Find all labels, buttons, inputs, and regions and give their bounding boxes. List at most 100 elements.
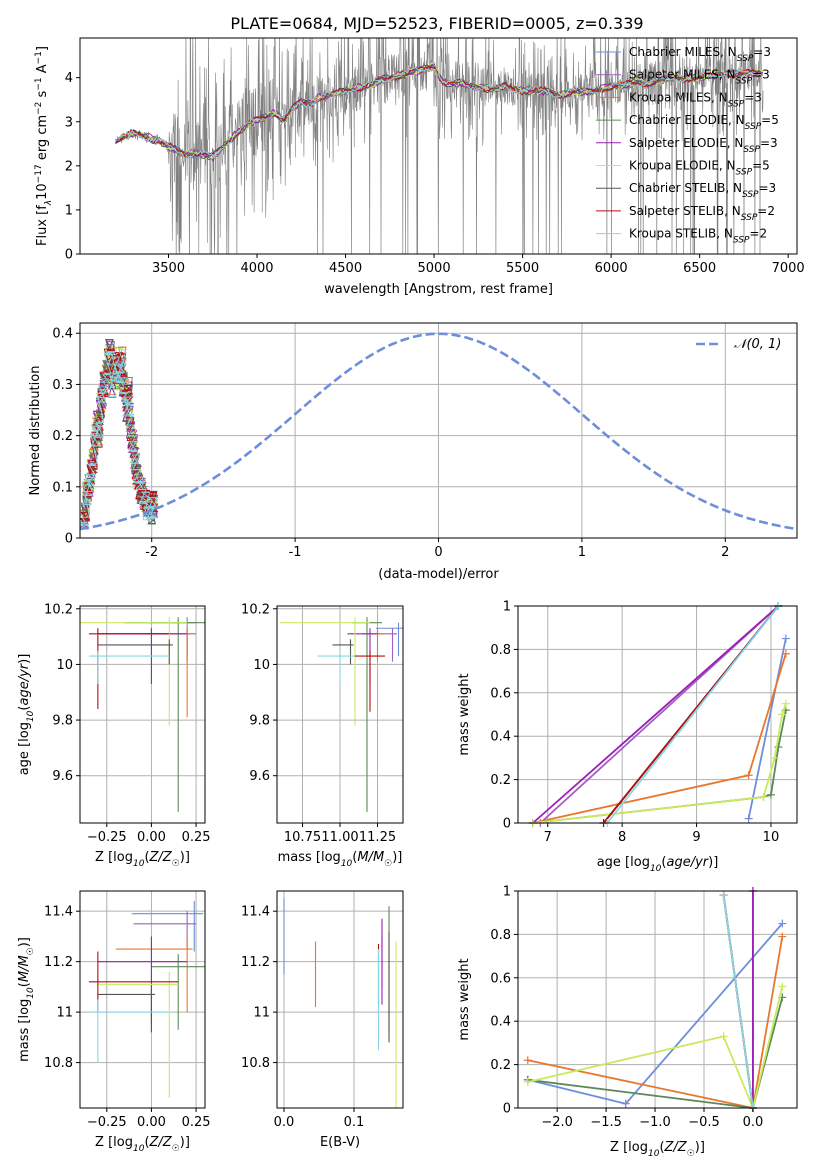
weight-vs-age-ytick-label: 0.8 <box>490 643 511 658</box>
weight-vs-z-xtick-label: 0.0 <box>743 1115 764 1130</box>
weight-vs-z-xtick-label: −0.5 <box>688 1115 720 1130</box>
residuals-xlabel: (data-model)/error <box>378 567 499 582</box>
weight-vs-age-ytick-label: 0.6 <box>490 686 511 701</box>
legend-label-5: Kroupa ELODIE, NSSP=5 <box>629 159 770 178</box>
mass-vs-ebv-xtick-label: 0.1 <box>344 1115 365 1130</box>
residuals-xtick-label: 1 <box>578 545 586 560</box>
weight-vs-age-xlabel: age [log10(age/yr)] <box>597 855 719 874</box>
weight-vs-z-marker <box>523 1077 532 1086</box>
legend-label-7: Salpeter STELIB, NSSP=2 <box>629 204 775 223</box>
text-layer: 3500 4000 4500 5000 5500 6000 6500 700001234wav… <box>17 45 805 1159</box>
frame-layer <box>76 37 798 1112</box>
age-vs-z-ytick-label: 9.6 <box>52 769 73 784</box>
residuals-xtick-label: -1 <box>289 545 302 560</box>
weight-vs-z-ytick-label: 0.4 <box>490 1015 511 1030</box>
mass-vs-z-ytick-label: 11.4 <box>44 905 73 920</box>
data-layer <box>80 38 797 1112</box>
age-vs-mass-xtick-label: 10.75 <box>284 830 321 845</box>
weight-vs-age-series-8 <box>606 605 780 824</box>
weight-vs-age-xtick-label: 8 <box>618 830 626 845</box>
mass-vs-ebv-xtick-label: 0.0 <box>274 1115 295 1130</box>
weight-vs-z-marker <box>719 891 728 900</box>
weight-vs-age-marker <box>781 699 790 708</box>
age-vs-z-xtick-label: 0.00 <box>137 830 166 845</box>
weight-vs-age-marker <box>759 792 768 801</box>
weight-vs-z-ytick-label: 0.2 <box>490 1058 511 1073</box>
weight-vs-z-ytick-label: 0.6 <box>490 971 511 986</box>
figure-title: PLATE=0684, MJD=52523, FIBERID=0005, z=0… <box>230 14 643 33</box>
residuals-ytick-label: 0.3 <box>52 378 73 393</box>
mass-vs-z-ytick-label: 11.2 <box>44 955 73 970</box>
mass-vs-z-ylabel: mass [log10(M/M☉)] <box>17 937 36 1062</box>
spectrum-ylabel: Flux [fλ10−17 erg cm−2 s−1 A−1] <box>34 46 54 246</box>
age-vs-mass-ytick-label: 10.2 <box>241 602 270 617</box>
mass-vs-ebv-ytick-label: 11 <box>253 1006 270 1021</box>
spectrum-ytick-label: 3 <box>65 115 73 130</box>
age-vs-z-ytick-label: 9.8 <box>52 714 73 729</box>
age-vs-z-xlabel: Z [log10(Z/Z☉)] <box>95 850 190 869</box>
spectrum-xtick-label: 7000 <box>772 261 805 276</box>
spectrum-xtick-label: 5000 <box>418 261 451 276</box>
legend-label-3: Chabrier ELODIE, NSSP=5 <box>629 113 779 132</box>
weight-vs-z-xtick-label: −1.5 <box>590 1115 622 1130</box>
mass-vs-z-xlabel: Z [log10(Z/Z☉)] <box>95 1135 190 1154</box>
weight-vs-age-marker <box>778 710 787 719</box>
spectrum-data-line <box>115 38 764 254</box>
residuals-frame <box>79 322 798 539</box>
age-vs-mass-xtick-label: 11.25 <box>359 830 396 845</box>
mass-vs-ebv-ytick-label: 11.2 <box>241 955 270 970</box>
legend-label-4: Salpeter ELODIE, NSSP=3 <box>629 136 778 155</box>
legend-label-0: Chabrier MILES, NSSP=3 <box>629 45 771 64</box>
weight-vs-z-ytick-label: 0.8 <box>490 928 511 943</box>
weight-vs-z-frame <box>517 890 798 1109</box>
weight-vs-age-ytick-label: 0.2 <box>490 773 511 788</box>
age-vs-z-xtick-label: 0.25 <box>182 830 211 845</box>
spectrum-ytick-label: 4 <box>65 71 73 86</box>
weight-vs-z-xtick-label: −2.0 <box>541 1115 573 1130</box>
weight-vs-z-marker <box>778 919 787 928</box>
spectrum-ytick-label: 2 <box>65 159 73 174</box>
weight-vs-z-ytick-label: 0 <box>503 1102 511 1117</box>
spectrum-xtick-label: 6500 <box>683 261 716 276</box>
age-vs-mass-xlabel: mass [log10(M/M☉)] <box>278 850 403 869</box>
weight-vs-age-ylabel: mass weight <box>457 673 472 755</box>
weight-vs-age-frame <box>517 605 798 824</box>
mass-vs-z-ytick-label: 10.8 <box>44 1056 73 1071</box>
spectrum-frame <box>79 37 798 255</box>
weight-vs-age-marker <box>744 771 753 780</box>
age-vs-mass-frame <box>276 605 404 824</box>
age-vs-mass-points <box>280 617 403 812</box>
residuals-ytick-label: 0.1 <box>52 480 73 495</box>
spectrum-ytick-label: 1 <box>65 203 73 218</box>
weight-vs-age-series-0 <box>747 638 787 819</box>
weight-vs-age-ytick-label: 0.4 <box>490 730 511 745</box>
mass-vs-z-points <box>88 901 205 1098</box>
weight-vs-z-series-5 <box>527 986 784 1111</box>
weight-vs-age-series-5 <box>532 703 787 824</box>
weight-vs-age-ytick-label: 0 <box>503 817 511 832</box>
mass-vs-ebv-ytick-label: 11.4 <box>241 905 270 920</box>
spectrum-xlabel: wavelength [Angstrom, rest frame] <box>324 282 553 297</box>
age-vs-mass-ytick-label: 9.8 <box>249 714 270 729</box>
weight-vs-z-xlabel: Z [log10(Z/Z☉)] <box>610 1140 705 1159</box>
weight-vs-z-series-8 <box>722 895 754 1109</box>
weight-vs-age-marker <box>766 790 775 799</box>
spectrum-ytick-label: 0 <box>65 248 73 263</box>
weight-vs-z-marker <box>778 982 787 991</box>
mass-vs-z-ytick-label: 11 <box>56 1006 73 1021</box>
legend-label-2: Kroupa MILES, NSSP=3 <box>629 90 762 109</box>
spectrum-xtick-label: 6000 <box>595 261 628 276</box>
age-vs-z-points <box>80 617 205 812</box>
age-vs-z-frame <box>79 605 206 824</box>
weight-vs-age-xtick-label: 9 <box>692 830 700 845</box>
residuals-xtick-label: -2 <box>145 545 158 560</box>
age-vs-z-ytick-label: 10 <box>56 658 73 673</box>
spectrum-xtick-label: 4500 <box>329 261 362 276</box>
weight-vs-z-xtick-label: −1.0 <box>639 1115 671 1130</box>
mass-vs-z-xtick-label: 0.00 <box>137 1115 166 1130</box>
weight-vs-z-ytick-label: 1 <box>503 885 511 900</box>
weight-vs-age-ytick-label: 1 <box>503 600 511 615</box>
age-vs-mass-xtick-label: 11.00 <box>321 830 358 845</box>
mass-vs-ebv-xlabel: E(B-V) <box>320 1135 360 1150</box>
weight-vs-z-ylabel: mass weight <box>457 958 472 1040</box>
